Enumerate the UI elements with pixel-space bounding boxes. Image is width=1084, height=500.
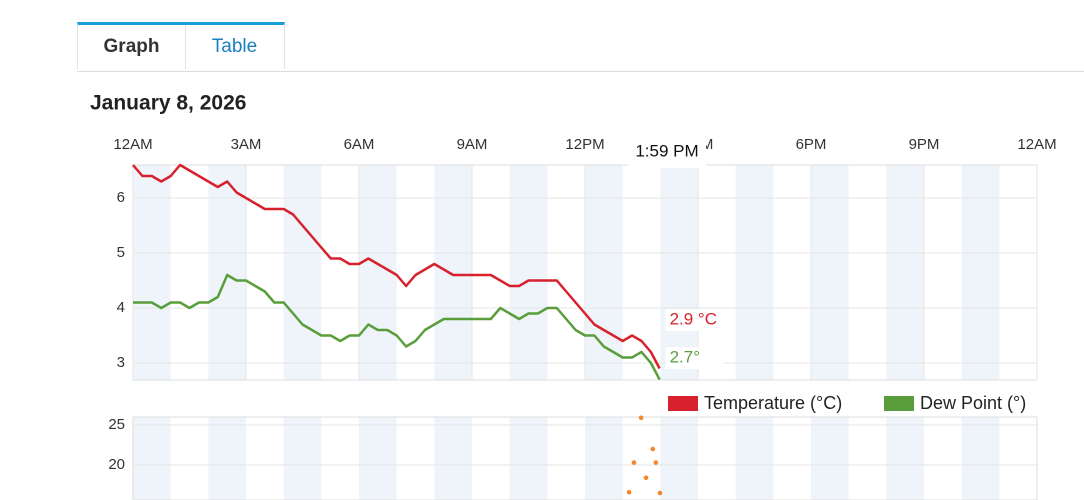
y-tick-label: 25 (108, 416, 125, 433)
hour-band (509, 165, 548, 380)
x-tick-label: 12PM (565, 136, 604, 153)
x-tick-label: 9PM (909, 136, 940, 153)
hour-band (434, 165, 472, 380)
hour-band (811, 165, 849, 380)
graph-tab[interactable]: Graph (77, 22, 186, 69)
x-tick-label: 9AM (457, 136, 488, 153)
hour-band (208, 417, 246, 500)
label-bg (665, 347, 724, 369)
hour-band (208, 165, 246, 380)
y-tick-label: 3 (117, 354, 125, 371)
y-tick-label: 5 (117, 244, 125, 261)
hour-band (660, 165, 698, 380)
x-tick-label: 6AM (344, 136, 375, 153)
x-tick-label: 6PM (796, 136, 827, 153)
end-value-label: 2.7° (670, 347, 700, 366)
hour-band (434, 417, 472, 500)
hour-band (811, 417, 849, 500)
legend-swatch (884, 396, 914, 411)
scatter-point (638, 415, 644, 421)
legend-swatch (668, 396, 698, 411)
tab-divider (77, 71, 1084, 72)
tooltip-box (628, 136, 706, 168)
hour-band (735, 165, 774, 380)
hour-band (359, 417, 397, 500)
hour-band (283, 417, 322, 500)
y-tick-label: 6 (117, 189, 125, 206)
y-tick-label: 20 (108, 456, 125, 473)
tooltip-text: 1:59 PM (635, 141, 698, 160)
plot-border (132, 416, 1038, 500)
x-tick-label: 3AM (231, 136, 262, 153)
hour-band (961, 165, 1000, 380)
hour-band (886, 417, 924, 500)
scatter-point (653, 460, 659, 465)
scatter-point (631, 460, 637, 465)
scatter-point (650, 446, 656, 452)
hour-band (585, 417, 623, 500)
hour-band (961, 417, 1000, 500)
line-series (133, 273, 661, 381)
scatter-point (626, 489, 632, 495)
chart-title: January 8, 2026 (90, 92, 246, 115)
scatter-point (643, 475, 649, 481)
hour-band (886, 165, 924, 380)
hour-band (133, 417, 171, 500)
legend-label: Temperature (°C) (704, 393, 842, 413)
hour-band (735, 417, 774, 500)
label-bg (665, 309, 724, 331)
hour-band (133, 165, 171, 380)
hour-band (660, 417, 698, 500)
scatter-point (657, 490, 663, 496)
legend-label: Dew Point (°) (920, 393, 1026, 413)
hour-band (283, 165, 322, 380)
end-value-label: 2.9 °C (670, 309, 717, 328)
line-series (132, 163, 661, 370)
hour-band (509, 417, 548, 500)
table-tab[interactable]: Table (185, 22, 285, 69)
x-tick-label: 12AM (1017, 136, 1056, 153)
y-tick-label: 4 (117, 299, 125, 316)
x-tick-label: 12AM (113, 136, 152, 153)
hour-band (585, 165, 623, 380)
